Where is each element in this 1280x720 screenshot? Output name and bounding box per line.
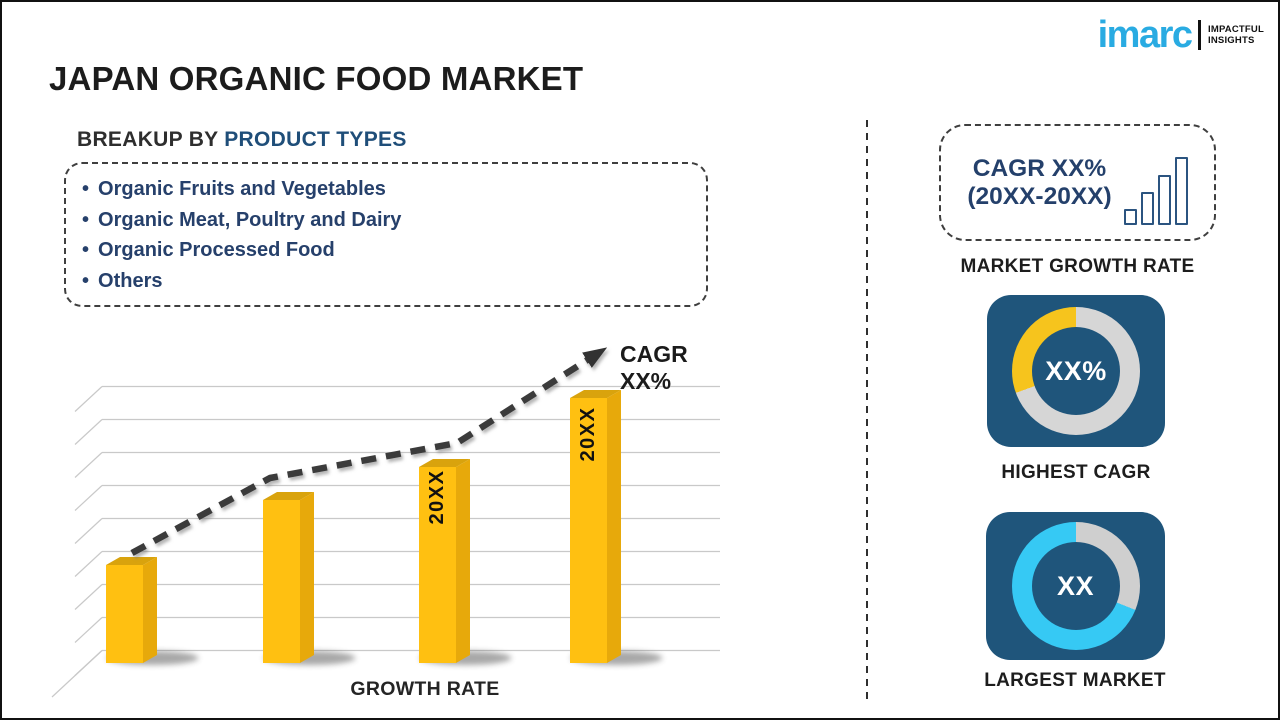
largest-market-value: XX [1056,570,1095,601]
largest-market-donut-chart: XX [1011,522,1140,650]
chart-x-axis-label: GROWTH RATE [350,678,500,700]
breakup-heading-prefix: BREAKUP BY [77,128,219,151]
page-title: JAPAN ORGANIC FOOD MARKET [49,60,584,97]
breakup-heading: BREAKUP BY PRODUCT TYPES [77,128,407,152]
market-growth-rate-box: CAGR XX% (20XX-20XX) [939,124,1216,241]
product-types-list: Organic Fruits and Vegetables Organic Me… [82,174,696,296]
market-growth-rate-caption: MARKET GROWTH RATE [960,256,1195,277]
logo-tagline: IMPACTFUL INSIGHTS [1208,24,1264,47]
cagr-trend-label: CAGR XX% [620,341,688,394]
largest-market-tile: XX [986,512,1165,660]
icon-bar [1123,208,1137,225]
largest-market-caption: LARGEST MARKET [984,670,1166,691]
list-item: Organic Fruits and Vegetables [82,174,696,205]
breakup-heading-highlight: PRODUCT TYPES [224,128,407,151]
icon-bar [1140,191,1154,225]
vertical-dashed-divider [866,120,868,705]
highest-cagr-caption: HIGHEST CAGR [1001,462,1151,483]
imarc-brand-text: imarc [1097,14,1193,56]
product-types-box: Organic Fruits and Vegetables Organic Me… [64,162,708,307]
cagr-box-text: CAGR XX% (20XX-20XX) [967,155,1111,211]
icon-bar [1174,156,1188,225]
cagr-value-line: CAGR XX% [972,154,1107,182]
logo-divider [1197,20,1202,50]
logo-tagline-line1: IMPACTFUL [1208,23,1264,35]
bar-chart-canvas [51,347,720,698]
highest-cagr-value: XX% [1045,355,1107,386]
growth-bars-icon [1123,156,1188,225]
icon-bar [1157,174,1171,225]
growth-rate-bar-chart: 20XX 20XX CAGR XX% GROWTH RATE [42,337,742,718]
list-item: Organic Processed Food [82,235,696,266]
imarc-logo: imarc IMPACTFUL INSIGHTS [1098,16,1264,54]
logo-tagline-line2: INSIGHTS [1208,35,1255,46]
highest-cagr-donut-chart: XX% [1012,307,1140,435]
trend-line [130,347,608,556]
highest-cagr-tile: XX% [987,295,1165,447]
cagr-period-line: (20XX-20XX) [967,182,1112,210]
list-item: Organic Meat, Poultry and Dairy [82,205,696,236]
chart-bars [106,390,663,665]
list-item: Others [82,266,696,297]
